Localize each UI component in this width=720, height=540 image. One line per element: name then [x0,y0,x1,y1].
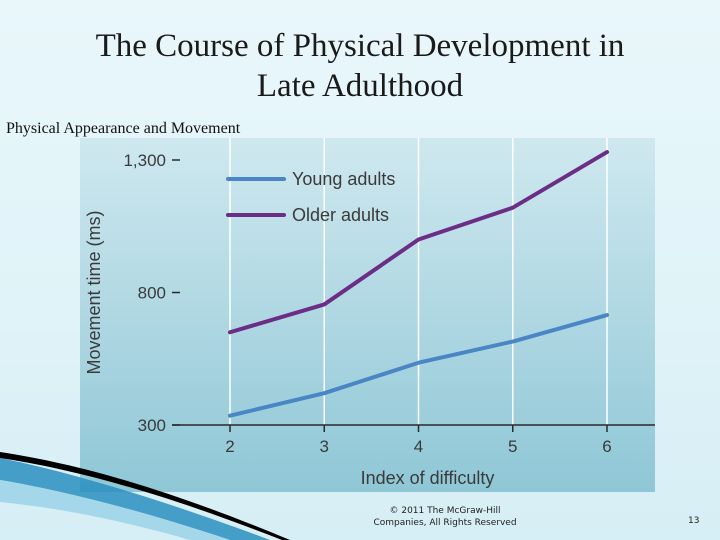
line-chart: 300 800 1,300 2 3 4 5 6 Index of difficulty Movem… [80,138,655,492]
x-tick-label: 5 [508,437,517,456]
chart-frame: 300 800 1,300 2 3 4 5 6 Index of difficulty Movem… [80,138,655,492]
y-axis-title: Movement time (ms) [84,210,104,374]
legend-label-young-adults: Young adults [292,169,395,189]
copyright-line-2: Companies, All Rights Reserved [373,518,517,528]
slide-subtitle: Physical Appearance and Movement [6,120,241,137]
decorative-swoosh [0,452,290,540]
x-tick-label: 3 [320,437,329,456]
copyright-line-1: © 2011 The McGraw-Hill [389,506,501,516]
x-tick-label: 6 [602,437,611,456]
slide-title: The Course of Physical Development in La… [0,26,720,106]
title-line-1: The Course of Physical Development in [95,28,625,64]
x-axis-title: Index of difficulty [361,468,495,488]
y-tick-label: 1,300 [123,151,166,170]
x-tick-label: 2 [225,437,234,456]
legend-label-older-adults: Older adults [292,205,389,225]
page-number: 13 [688,516,700,526]
copyright-notice: © 2011 The McGraw-Hill Companies, All Ri… [360,505,530,529]
chart-outer-bg [80,138,655,492]
y-tick-label: 800 [138,284,166,303]
y-tick-label: 300 [138,416,166,435]
title-line-2: Late Adulthood [256,68,464,104]
x-tick-label: 4 [414,437,423,456]
